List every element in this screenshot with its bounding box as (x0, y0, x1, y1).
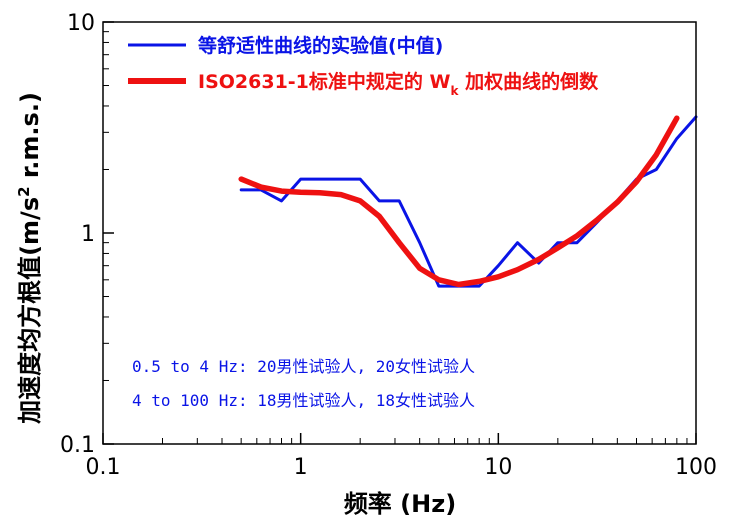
legend: 等舒适性曲线的实验值(中值) ISO2631-1标准中规定的 Wk 加权曲线的倒… (128, 34, 599, 98)
x-tick-label: 10 (484, 455, 512, 480)
annotation-line-1: 0.5 to 4 Hz: 20男性试验人, 20女性试验人 (132, 357, 475, 376)
x-tick-label: 100 (675, 455, 717, 480)
legend-label-iso-post: 加权曲线的倒数 (458, 70, 599, 93)
y-axis-label: 加速度均方根值(m/s2 r.m.s.) (15, 92, 44, 424)
legend-label-iso-sub: k (450, 84, 459, 98)
x-axis-label: 频率 (Hz) (344, 490, 456, 518)
y-tick-label: 1 (81, 222, 95, 247)
legend-label-experimental: 等舒适性曲线的实验值(中值) (197, 34, 443, 57)
y-axis-label-sup: 2 (15, 186, 33, 196)
x-tick-label: 1 (294, 455, 308, 480)
legend-label-iso-pre: ISO2631-1标准中规定的 W (198, 70, 451, 93)
annotation-line-2: 4 to 100 Hz: 18男性试验人, 18女性试验人 (132, 391, 475, 410)
legend-label-iso: ISO2631-1标准中规定的 Wk 加权曲线的倒数 (198, 70, 599, 98)
y-axis-label-tail: r.m.s.) (16, 92, 44, 186)
series-line-iso-wk (238, 115, 680, 288)
y-tick-label: 10 (67, 11, 95, 36)
axis-ticks: 0.1 1 10 100 0.1 1 10 (60, 11, 717, 480)
y-tick-label: 0.1 (60, 433, 95, 458)
y-axis-label-main: 加速度均方根值(m/s (16, 197, 44, 424)
series-line-experimental (239, 115, 698, 288)
x-tick-label: 0.1 (86, 455, 121, 480)
series-layer (238, 115, 698, 288)
